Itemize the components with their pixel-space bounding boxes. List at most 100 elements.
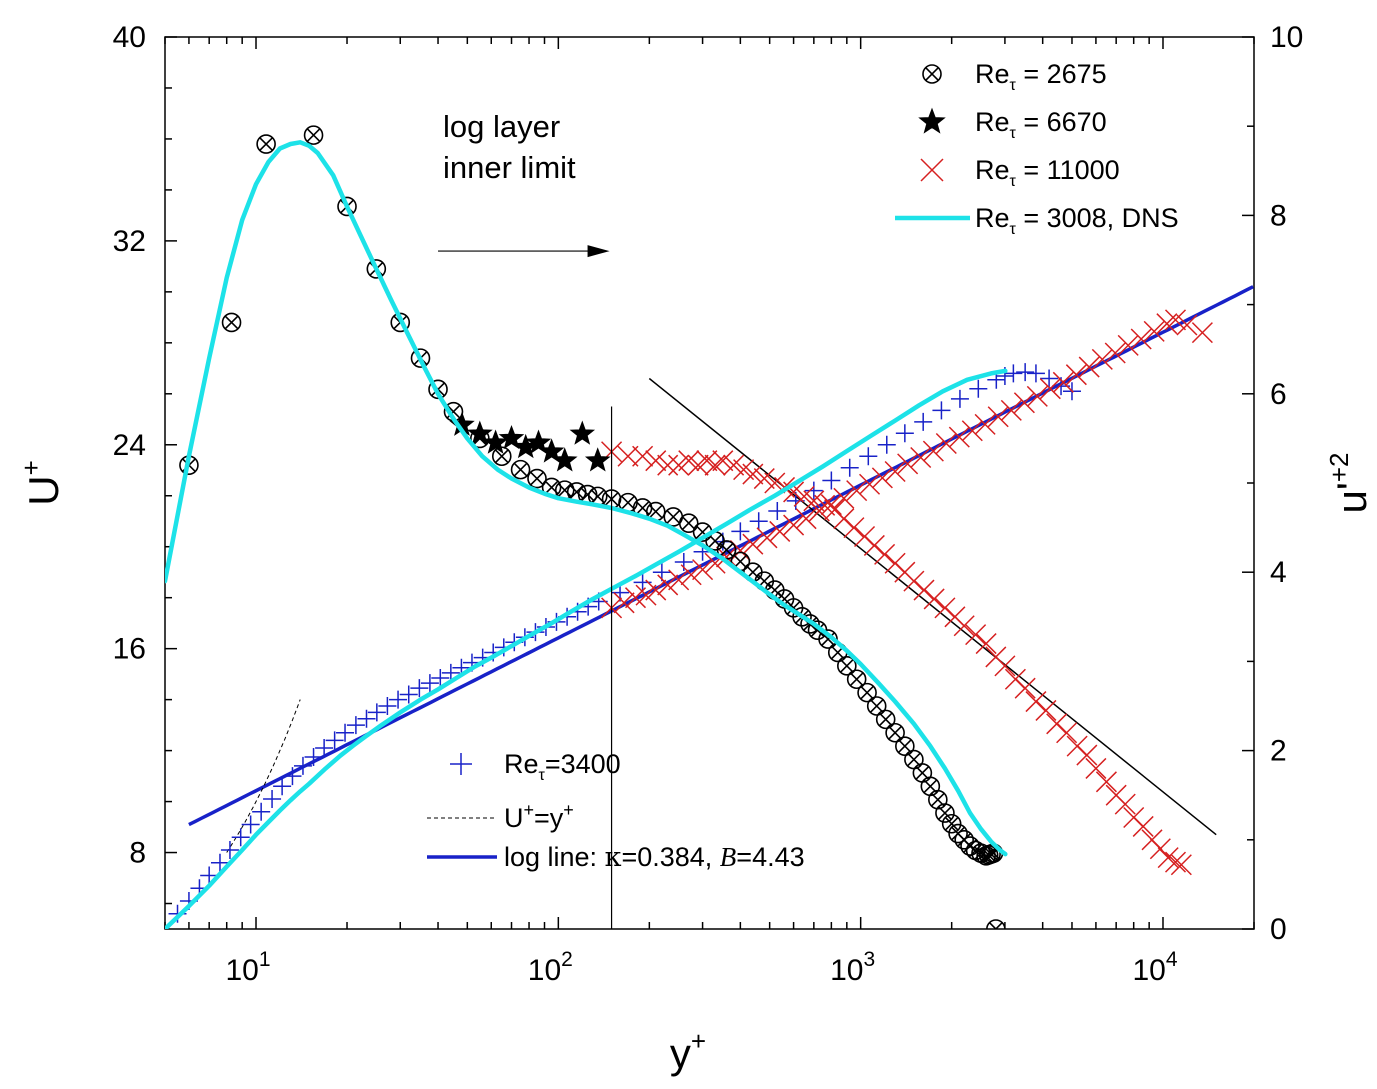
dns_urms-line [165,140,1008,857]
legend-marker-re6670 [918,107,946,134]
re3400_U-series [168,363,1081,923]
re11000_U-point [922,440,944,462]
re11000_urms-point [903,570,925,592]
re11000_U-point [871,467,893,489]
y-left-tick-label: 24 [113,429,146,462]
re11000_U-point [756,527,778,549]
re11000_U-point [783,514,805,536]
re3400_U-point [950,389,969,408]
re6670_urms-point [569,420,596,445]
re11000_urms-point [1132,815,1154,837]
re11000_U-point [1039,378,1061,400]
re2675_urms-point [818,629,838,649]
re11000_urms-point [1170,854,1192,876]
x-tick-label: 101 [225,948,270,987]
re11000_U-point [1164,309,1187,331]
annotation-line-2: inner limit [443,150,576,185]
re11000_U-point [1065,364,1087,386]
re6670_urms-series [449,411,611,472]
re11000_urms-point [965,624,987,646]
re11000_U-point [715,546,738,568]
re3400_U-point [1026,364,1045,383]
y-left-tick-label: 8 [129,837,146,870]
re11000_urms-point [1035,699,1057,721]
re6670_urms-point [584,447,611,472]
re11000_urms-point [783,481,805,503]
re6670_urms-point [467,420,493,445]
re2675_urms-point [491,446,512,467]
re11000_U-point [1104,342,1126,364]
re3400_U-point [1040,369,1059,388]
re11000_U-point [1013,392,1035,414]
re3400_U-point [932,401,951,420]
re2675_urms-point [895,736,915,756]
re3400_U-point [768,502,787,521]
re11000_U-series [601,309,1213,619]
y-left-tick-label: 40 [113,21,146,54]
re3400_U-point [431,668,450,687]
re3400_U-point [283,767,302,786]
re11000_U-point [897,453,919,475]
legend-label-re11000: Reτ = 11000 [975,155,1120,190]
x-tick-label: 104 [1132,948,1177,987]
x-tick-label: 103 [830,948,875,987]
re11000_U-point [1117,334,1139,356]
re2675_outlier-series [986,919,1006,929]
legend-marker-re11000 [920,158,944,182]
re3400_U-point [840,458,859,477]
re3400_U-point [325,731,344,750]
re11000_urms-point [668,454,690,476]
re11000_urms-point [712,450,734,472]
re2675_urms-point [912,763,933,783]
re3400_U-point [969,379,988,398]
re3400_U-point [914,412,933,431]
y-right-tick-label: 10 [1270,21,1303,54]
re11000_urms-point [1076,744,1098,766]
re3400_U-point [210,853,229,872]
re11000_U-point [910,446,932,469]
re3400_U-point [895,424,914,443]
y-left-tick-label: 32 [113,225,146,258]
re11000_U-point [795,508,817,530]
re11000_urms-point [953,615,975,637]
re3400_U-point [346,716,365,735]
re2675_outlier-point [986,919,1006,929]
legend-marker-re3400 [450,753,472,775]
re11000_urms-series [601,441,1192,876]
re11000_urms-point [843,517,865,539]
legend-label-logline: log line: κ=0.384, B=4.43 [504,842,805,873]
legend-label-re2675: Reτ = 2675 [975,59,1107,94]
re11000_urms-point [874,543,896,565]
linear-sublayer-line [226,699,301,853]
y-right-tick-label: 4 [1270,556,1287,589]
re11000_U-point [769,520,791,542]
slope-line [648,377,1217,836]
legend-label-linear: U+=y+ [504,800,574,833]
y-left-tick-label: 16 [113,633,146,666]
re2675_urms-point [837,656,857,676]
re11000_U-point [657,574,679,596]
x-tick-label: 102 [528,948,573,987]
re2675_urms-point [935,803,955,823]
legend: Reτ = 2675 Reτ = 6670 Reτ = 11000 Reτ = 300… [427,59,1179,873]
re11000_urms-point [1114,793,1136,815]
re2675_urms-point [875,709,896,730]
re3400_U-point [336,723,355,742]
re11000_U-point [1000,399,1022,421]
re11000_U-point [884,461,906,483]
y-right-tick-label: 0 [1270,913,1287,946]
re11000_U-point [1176,314,1198,336]
re3400_U-point [231,828,250,847]
re2675_urms-point [866,696,887,716]
re11000_urms-point [1095,771,1117,793]
re11000_urms-point [742,463,764,485]
re3400_U-point [731,522,750,541]
x-axis-title: y+ [670,1026,706,1077]
re11000_urms-point [723,454,745,476]
re3400_U-point [749,512,768,531]
re3400_U-point [378,697,397,715]
re2675_urms-point [857,682,877,703]
re3400_U-point [304,747,323,766]
re3400_U-point [220,840,239,859]
